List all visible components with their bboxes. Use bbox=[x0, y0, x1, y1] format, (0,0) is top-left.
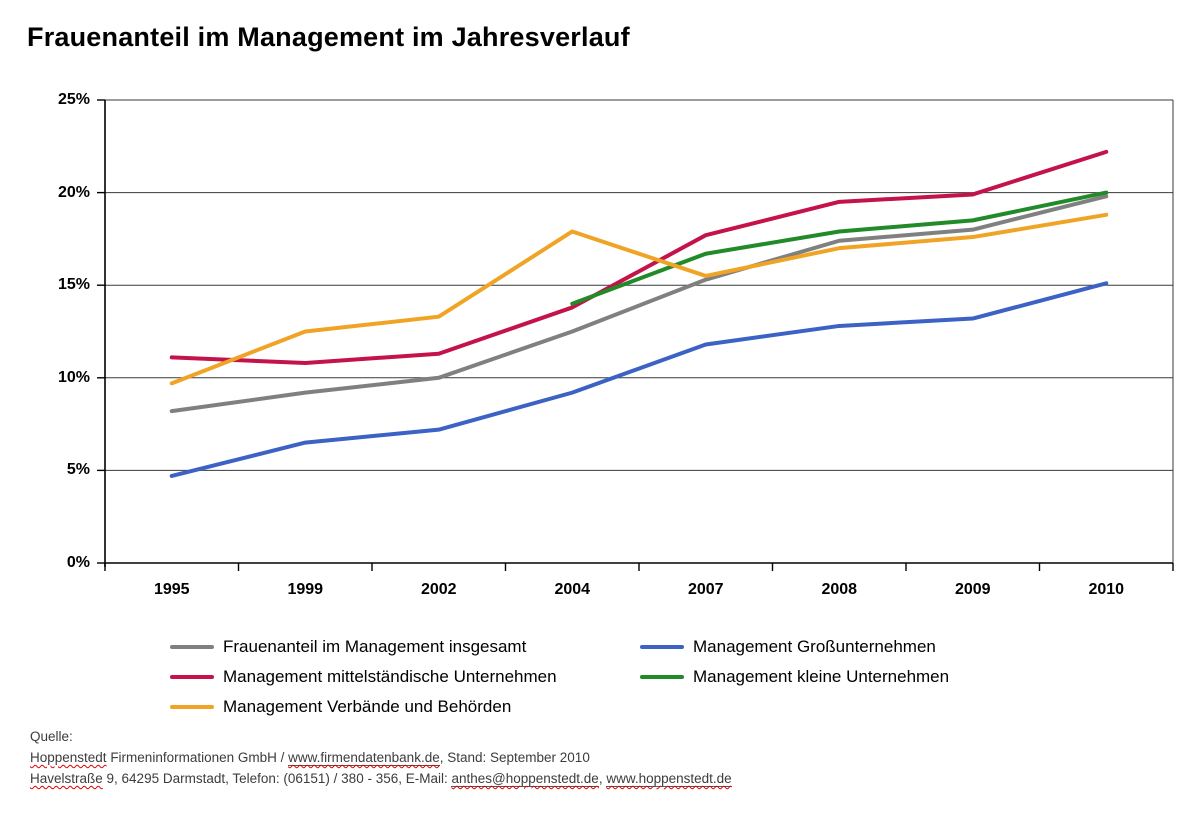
x-tick-label: 2010 bbox=[1088, 581, 1125, 598]
series-line-1 bbox=[169, 281, 1109, 478]
x-tick-label: 2002 bbox=[420, 581, 457, 598]
source-text: Havelstraße bbox=[30, 771, 103, 786]
legend-label: Management mittelständische Unternehmen bbox=[223, 667, 557, 686]
source-text: Firmeninformationen GmbH / bbox=[106, 750, 289, 765]
x-tick-label: 1995 bbox=[153, 581, 190, 598]
x-tick-label: 2008 bbox=[821, 581, 858, 598]
legend-line-swatch bbox=[640, 645, 684, 649]
legend-label: Frauenanteil im Management insgesamt bbox=[223, 637, 527, 656]
legend-line-swatch bbox=[170, 705, 214, 709]
x-tick-label: 2007 bbox=[687, 581, 724, 598]
y-tick-label: 25% bbox=[57, 91, 90, 108]
source-text: 9, 64295 Darmstadt, Telefon: (06151) / 3… bbox=[102, 771, 452, 786]
legend-item: Frauenanteil im Management insgesamt bbox=[170, 637, 526, 657]
series-line-0 bbox=[169, 194, 1109, 414]
x-tick-label: 2004 bbox=[554, 581, 591, 598]
legend-line-swatch bbox=[640, 675, 684, 679]
source-note: Quelle: Hoppenstedt Firmeninformationen … bbox=[30, 726, 732, 789]
y-tick-label: 20% bbox=[57, 183, 90, 201]
source-link[interactable]: anthes@hoppenstedt.de bbox=[451, 771, 599, 787]
y-tick-label: 0% bbox=[66, 554, 90, 571]
y-tick-label: 10% bbox=[57, 368, 90, 386]
source-text: , Stand: September 2010 bbox=[439, 750, 590, 765]
y-tick-label: 5% bbox=[66, 461, 90, 479]
legend-line-swatch bbox=[170, 645, 214, 649]
series-line-3 bbox=[570, 190, 1109, 306]
legend-item: Management Verbände und Behörden bbox=[170, 697, 511, 717]
x-tick-label: 2009 bbox=[954, 581, 991, 598]
legend-label: Management Verbände und Behörden bbox=[223, 697, 512, 716]
source-label: Quelle: bbox=[30, 729, 73, 744]
source-line: Hoppenstedt Firmeninformationen GmbH / w… bbox=[30, 747, 732, 768]
y-tick-label: 15% bbox=[57, 276, 90, 294]
legend-label: Management kleine Unternehmen bbox=[693, 667, 950, 686]
series-line-4 bbox=[169, 212, 1109, 386]
x-tick-label: 1999 bbox=[287, 581, 324, 598]
legend-label: Management Großunternehmen bbox=[693, 637, 936, 656]
source-text: , bbox=[598, 771, 607, 786]
source-text: Hoppenstedt bbox=[30, 750, 107, 765]
series-line-2 bbox=[169, 149, 1109, 365]
legend-line-swatch bbox=[170, 675, 214, 679]
legend-item: Management Großunternehmen bbox=[640, 637, 936, 657]
legend-item: Management kleine Unternehmen bbox=[640, 667, 949, 687]
source-link[interactable]: www.firmendatenbank.de bbox=[288, 750, 440, 766]
chart-title: Frauenanteil im Management im Jahresverl… bbox=[27, 22, 630, 52]
source-link[interactable]: www.hoppenstedt.de bbox=[606, 771, 732, 787]
legend-item: Management mittelständische Unternehmen bbox=[170, 667, 557, 687]
source-line: Havelstraße 9, 64295 Darmstadt, Telefon:… bbox=[30, 768, 732, 789]
